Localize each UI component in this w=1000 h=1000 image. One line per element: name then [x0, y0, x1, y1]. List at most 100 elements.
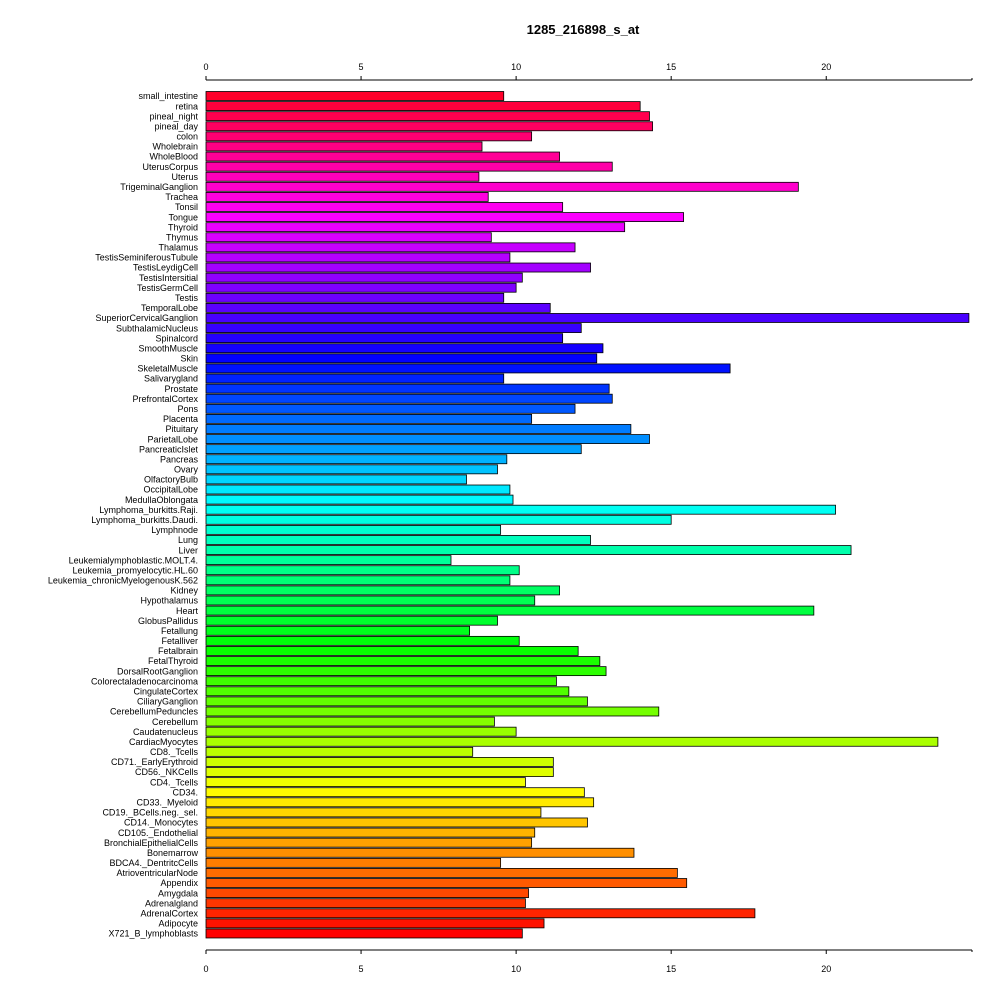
bar	[205, 888, 529, 899]
bar	[205, 706, 660, 717]
bar	[205, 343, 604, 354]
bar	[205, 484, 511, 495]
bar	[205, 171, 480, 182]
category-label: Colorectaladenocarcinoma	[91, 676, 198, 686]
category-label: Fetalliver	[161, 636, 198, 646]
category-label: pineal_night	[149, 111, 198, 121]
bar	[205, 202, 564, 212]
category-label: CD14._Monocytes	[124, 818, 199, 828]
bar	[205, 676, 557, 687]
bar	[205, 595, 536, 606]
bar	[205, 403, 576, 414]
category-label: Thalamus	[158, 243, 198, 253]
category-label: Kidney	[170, 586, 198, 596]
bar	[205, 262, 591, 273]
category-label: FetalThyroid	[148, 656, 198, 666]
category-label: OccipitalLobe	[143, 485, 198, 495]
bar	[205, 746, 474, 757]
category-label: Prostate	[164, 384, 198, 394]
bar	[205, 383, 610, 394]
bar	[205, 363, 731, 374]
category-label: Lymphnode	[151, 525, 198, 535]
bar	[205, 555, 452, 566]
category-label: TestisIntersitial	[139, 273, 198, 283]
category-label: Thyroid	[168, 222, 198, 232]
chart-title: 1285_216898_s_at	[527, 22, 640, 37]
category-label: TrigeminalGanglion	[120, 182, 198, 192]
bar	[205, 191, 489, 202]
bar	[205, 514, 672, 525]
bar	[205, 444, 582, 455]
tick-label-bottom: 10	[511, 964, 521, 974]
bar	[205, 797, 595, 808]
category-label: DorsalRootGanglion	[117, 666, 198, 676]
category-label: Wholebrain	[152, 142, 198, 152]
bar	[205, 272, 523, 283]
category-label: SmoothMuscle	[138, 343, 198, 353]
bar	[205, 545, 852, 555]
category-label: Leukemia_promyelocytic.HL.60	[72, 565, 198, 575]
category-label: Hypothalamus	[140, 596, 198, 606]
category-label: PrefrontalCortex	[132, 394, 198, 404]
category-label: Fetalbrain	[158, 646, 198, 656]
bar	[205, 565, 520, 576]
bar	[205, 726, 517, 737]
category-label: Thymus	[166, 232, 199, 242]
category-label: SkeletalMuscle	[137, 364, 198, 374]
bar	[205, 494, 514, 505]
bar	[205, 151, 560, 162]
category-label: pineal_day	[154, 121, 198, 131]
bar	[205, 787, 585, 798]
category-label: CD71._EarlyErythroid	[111, 757, 198, 767]
category-label: Cerebellum	[152, 717, 198, 727]
tick-label-top: 15	[666, 62, 676, 72]
category-label: TestisLeydigCell	[133, 263, 198, 273]
category-label: Lymphoma_burkitts.Raji.	[99, 505, 198, 515]
bar	[205, 111, 650, 122]
tick-label-top: 5	[359, 62, 364, 72]
category-label: CD19._BCells.neg._sel.	[102, 808, 198, 818]
category-label: Tonsil	[175, 202, 198, 212]
category-label: Liver	[178, 545, 198, 555]
bar	[205, 615, 498, 626]
top-axis: 0 5 10 15 20	[203, 62, 973, 81]
bar	[205, 413, 533, 424]
bar	[205, 373, 505, 384]
category-label: Lymphoma_burkitts.Daudi.	[91, 515, 198, 525]
category-label: OlfactoryBulb	[144, 475, 198, 485]
bar	[205, 605, 815, 616]
category-label: CD56._NKCells	[135, 767, 199, 777]
category-label: CingulateCortex	[133, 687, 198, 697]
bar	[205, 777, 526, 788]
category-label: Appendix	[160, 878, 198, 888]
category-label: Caudatenucleus	[133, 727, 199, 737]
category-label: Adrenalgland	[145, 898, 198, 908]
bar	[205, 736, 939, 747]
bar	[205, 282, 517, 293]
bar	[205, 696, 588, 707]
tick-label-bottom: 15	[666, 964, 676, 974]
category-label: ParietalLobe	[147, 434, 198, 444]
bar	[205, 101, 641, 111]
category-label: small_intestine	[138, 91, 198, 101]
category-label: colon	[176, 132, 198, 142]
bar	[205, 847, 635, 858]
bar	[205, 353, 598, 364]
category-label: Leukemialymphoblastic.MOLT.4.	[69, 555, 198, 565]
bar	[205, 767, 554, 777]
category-label: X721_B_lymphoblasts	[108, 929, 198, 939]
bar	[205, 464, 498, 475]
bar	[205, 857, 502, 868]
bars	[205, 91, 970, 939]
bar	[205, 646, 579, 656]
bar	[205, 333, 564, 344]
bottom-axis: 0 5 10 15 20	[203, 949, 973, 974]
category-label: CD33._Myeloid	[136, 798, 198, 808]
bar	[205, 898, 526, 909]
category-label: Placenta	[163, 414, 198, 424]
bar	[205, 222, 626, 233]
bar	[205, 252, 511, 263]
category-label: Fetallung	[161, 626, 198, 636]
category-label: WholeBlood	[149, 152, 198, 162]
bar	[205, 302, 551, 313]
